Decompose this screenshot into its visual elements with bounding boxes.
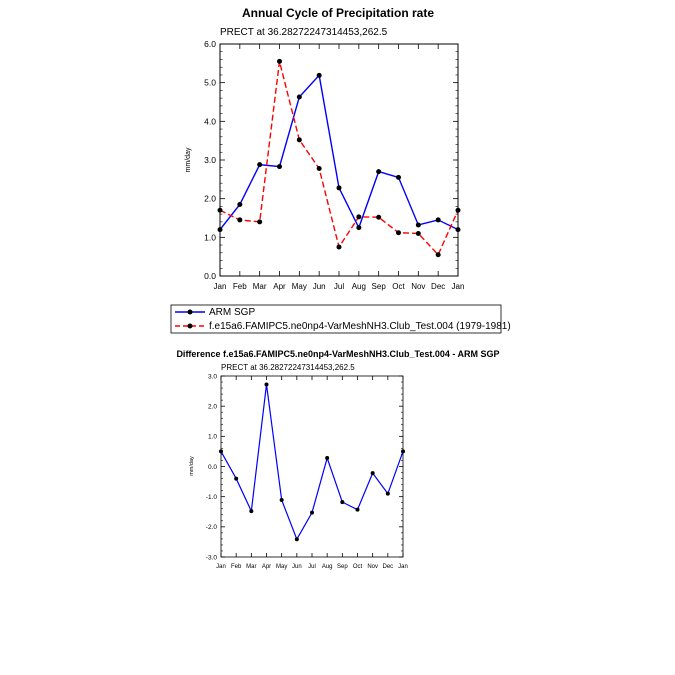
chart1-title: Annual Cycle of Precipitation rate xyxy=(242,6,434,20)
chart2-title: Difference f.e15a6.FAMIPC5.ne0np4-VarMes… xyxy=(176,349,499,359)
chart1-legend: ARM SGP f.e15a6.FAMIPC5.ne0np4-VarMeshNH… xyxy=(170,304,511,334)
chart2-series-0-point xyxy=(370,471,375,476)
chart1-ytick-label: 0.0 xyxy=(204,271,216,281)
chart2-series-0-point xyxy=(310,510,314,515)
chart1-ytick-label: 6.0 xyxy=(204,39,216,49)
chart2-series-line-0 xyxy=(220,384,404,541)
chart2-ytick-label: -3.0 xyxy=(206,554,218,561)
legend-model-label: f.e15a6.FAMIPC5.ne0np4-VarMeshNH3.Club_T… xyxy=(209,321,511,332)
chart1-ylabel: mm/day xyxy=(185,147,192,172)
chart1-series-1-point xyxy=(415,230,421,236)
chart2-xtick-label: Jan xyxy=(216,564,226,570)
chart1-series-1-point xyxy=(396,230,401,236)
chart2-xtick-label: Jun xyxy=(292,564,302,570)
legend-arm-label: ARM SGP xyxy=(209,307,255,318)
chart2-ytick-label: 1.0 xyxy=(208,434,217,441)
chart2-xtick-label: Oct xyxy=(353,564,363,570)
annual-cycle-chart: Annual Cycle of Precipitation rate PRECT… xyxy=(185,6,464,291)
chart2-xtick-label: Aug xyxy=(322,564,333,570)
chart1-series-1-point xyxy=(336,244,342,250)
chart1-series-0-point xyxy=(396,174,401,180)
chart2-xtick-label: Nov xyxy=(367,564,378,570)
chart2-plot-frame xyxy=(220,375,404,558)
chart1-series-0-point xyxy=(455,227,461,233)
chart2-xtick-label: May xyxy=(276,564,287,570)
chart1-series-0-point xyxy=(336,185,342,191)
chart1-xtick-label: Nov xyxy=(411,282,425,291)
chart2-ylabel: mm/day xyxy=(189,456,195,476)
chart1-ytick-label: 3.0 xyxy=(204,155,216,165)
chart1-series-0-point xyxy=(376,169,382,175)
chart1-series-line-0 xyxy=(219,73,459,231)
chart1-xtick-label: Jan xyxy=(214,282,227,291)
chart2-series-0-point xyxy=(234,476,239,481)
chart1-ytick-label: 5.0 xyxy=(204,78,216,88)
chart2-xtick-label: Mar xyxy=(246,564,256,570)
chart1-series-1-point xyxy=(237,217,243,223)
chart1-xtick-label: May xyxy=(292,282,307,291)
legend-frame xyxy=(170,304,502,334)
chart2-ytick-label: 0.0 xyxy=(208,464,217,471)
chart1-series-0-point xyxy=(257,162,263,168)
chart1-series-1-point xyxy=(376,214,382,220)
chart1-series-1-point xyxy=(435,252,441,258)
chart2-xtick-label: Apr xyxy=(262,564,271,570)
chart1-series-0-point xyxy=(356,225,362,231)
chart1-series-0-point xyxy=(435,217,441,223)
chart2-xtick-label: Jul xyxy=(308,564,316,570)
chart2-xtick-label: Feb xyxy=(231,564,242,570)
chart1-series-1-point xyxy=(356,214,362,220)
legend-model-marker xyxy=(187,323,193,329)
chart1-series-0-point xyxy=(217,227,223,233)
chart1-xtick-label: Jun xyxy=(313,282,326,291)
chart1-xtick-label: Jan xyxy=(452,282,465,291)
chart2-ytick-label: -1.0 xyxy=(206,494,218,501)
chart1-series-0-point xyxy=(415,222,421,228)
chart1-series-1-point xyxy=(316,166,322,172)
chart2-series-0-point xyxy=(340,500,345,505)
chart2-series-0-point xyxy=(219,449,223,454)
chart2-series-0-point xyxy=(279,497,284,502)
chart1-xtick-label: Aug xyxy=(352,282,366,291)
chart1-subtitle: PRECT at 36.28272247314453,262.5 xyxy=(220,27,388,38)
chart2-ytick-label: 3.0 xyxy=(208,373,217,380)
chart2-series-0-point xyxy=(385,491,390,496)
chart2-xtick-label: Sep xyxy=(337,564,348,570)
chart1-series-line-1 xyxy=(219,61,459,256)
chart1-xtick-label: Dec xyxy=(431,282,445,291)
chart1-series-1-point xyxy=(217,207,223,213)
chart1-series-0-point xyxy=(237,201,243,207)
chart1-series-1-point xyxy=(455,207,461,213)
chart2-series-0-point xyxy=(249,509,254,514)
chart2-subtitle: PRECT at 36.28272247314453,262.5 xyxy=(221,363,355,372)
chart2-series-0-point xyxy=(294,537,299,542)
legend-arm-marker xyxy=(187,309,193,315)
difference-chart: Difference f.e15a6.FAMIPC5.ne0np4-VarMes… xyxy=(176,349,499,570)
chart2-series-0-point xyxy=(355,507,360,512)
chart1-xtick-label: Sep xyxy=(372,282,387,291)
chart2-xtick-label: Jan xyxy=(398,564,408,570)
chart1-series-1-point xyxy=(296,137,302,143)
chart1-xtick-label: Feb xyxy=(233,282,247,291)
chart1-xtick-label: Mar xyxy=(253,282,267,291)
chart1-series-0-point xyxy=(316,72,322,78)
chart2-ytick-label: -2.0 xyxy=(206,524,218,531)
chart1-ytick-label: 1.0 xyxy=(204,232,216,242)
chart1-xtick-label: Jul xyxy=(334,282,344,291)
chart2-xtick-label: Dec xyxy=(382,564,393,570)
chart1-ytick-label: 4.0 xyxy=(204,116,216,126)
chart1-xtick-label: Apr xyxy=(273,282,286,291)
chart2-series-0-point xyxy=(401,449,405,454)
chart2-series-0-point xyxy=(264,382,269,387)
chart1-xtick-label: Oct xyxy=(392,282,405,291)
chart1-ytick-label: 2.0 xyxy=(204,194,216,204)
chart2-ytick-label: 2.0 xyxy=(208,403,217,410)
chart1-series-1-point xyxy=(277,58,282,64)
chart1-series-0-point xyxy=(296,94,302,100)
chart1-series-1-point xyxy=(257,219,263,225)
chart2-series-0-point xyxy=(325,456,330,461)
chart1-series-0-point xyxy=(277,164,282,170)
chart1-plot-frame xyxy=(219,43,459,277)
